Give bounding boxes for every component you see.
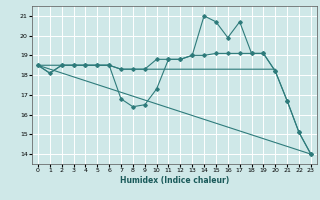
X-axis label: Humidex (Indice chaleur): Humidex (Indice chaleur) bbox=[120, 176, 229, 185]
